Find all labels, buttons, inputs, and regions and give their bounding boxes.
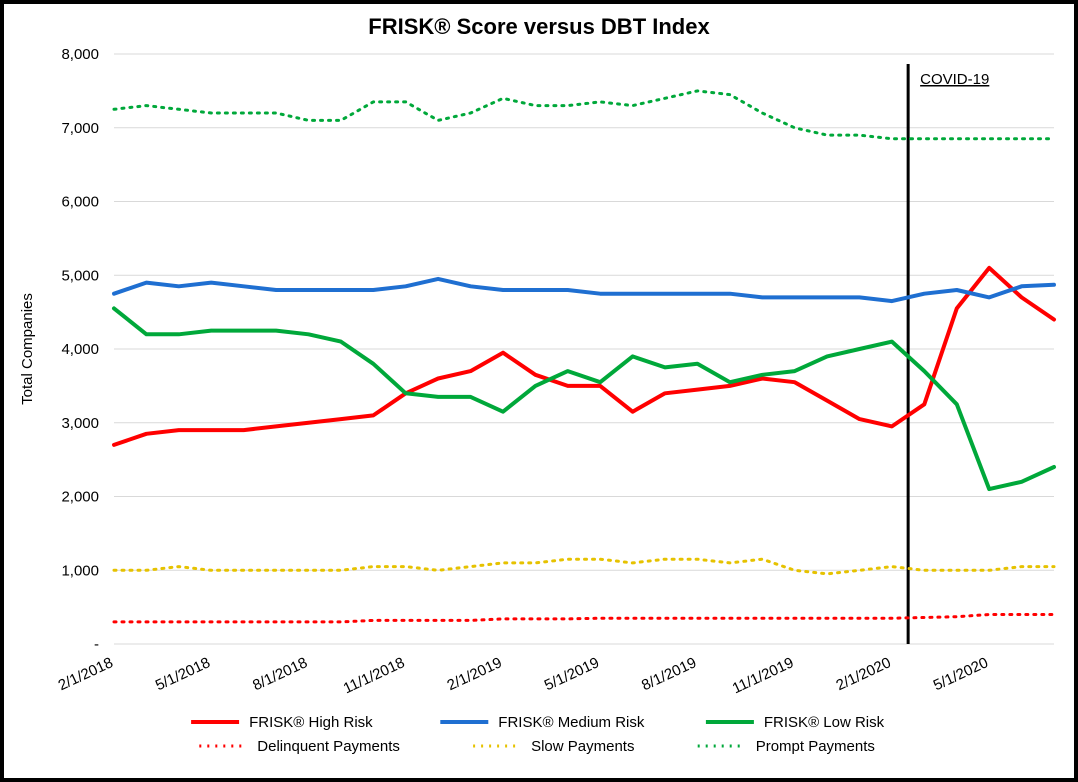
series-line <box>114 91 1054 139</box>
x-tick-label: 2/1/2018 <box>56 654 116 694</box>
y-tick-label: 5,000 <box>61 267 99 284</box>
x-tick-label: 5/1/2020 <box>931 654 991 694</box>
y-tick-label: 3,000 <box>61 415 99 432</box>
y-tick-label: 7,000 <box>61 120 99 137</box>
y-tick-label: 2,000 <box>61 489 99 506</box>
series-line <box>114 559 1054 574</box>
y-tick-label: 6,000 <box>61 194 99 211</box>
legend-label: FRISK® Low Risk <box>764 714 885 731</box>
x-tick-label: 11/1/2019 <box>730 654 797 697</box>
x-tick-label: 2/1/2020 <box>834 654 894 694</box>
legend-label: Delinquent Payments <box>257 738 400 755</box>
y-tick-label: 4,000 <box>61 341 99 358</box>
series-line <box>114 308 1054 489</box>
x-tick-label: 11/1/2018 <box>341 654 408 697</box>
x-tick-label: 2/1/2019 <box>445 654 505 694</box>
series-line <box>114 615 1054 622</box>
legend-label: FRISK® Medium Risk <box>498 714 645 731</box>
chart-title: FRISK® Score versus DBT Index <box>4 14 1074 40</box>
y-axis-label: Total Companies <box>19 293 36 405</box>
legend-label: Prompt Payments <box>756 738 875 755</box>
covid-annotation: COVID-19 <box>920 71 989 88</box>
y-tick-label: 1,000 <box>61 562 99 579</box>
chart-container: FRISK® Score versus DBT Index - 1,000 2,00… <box>0 0 1078 782</box>
x-tick-label: 5/1/2019 <box>542 654 602 694</box>
legend-label: Slow Payments <box>531 738 634 755</box>
legend-label: FRISK® High Risk <box>249 714 373 731</box>
x-tick-label: 5/1/2018 <box>153 654 213 694</box>
y-tick-label: 8,000 <box>61 46 99 63</box>
x-tick-label: 8/1/2019 <box>639 654 699 694</box>
y-tick-label: - <box>94 636 99 653</box>
x-tick-label: 8/1/2018 <box>250 654 310 694</box>
series-line <box>114 279 1054 301</box>
chart-svg: - 1,000 2,000 3,000 4,000 5,000 6,000 7,000 8,00… <box>4 4 1074 778</box>
